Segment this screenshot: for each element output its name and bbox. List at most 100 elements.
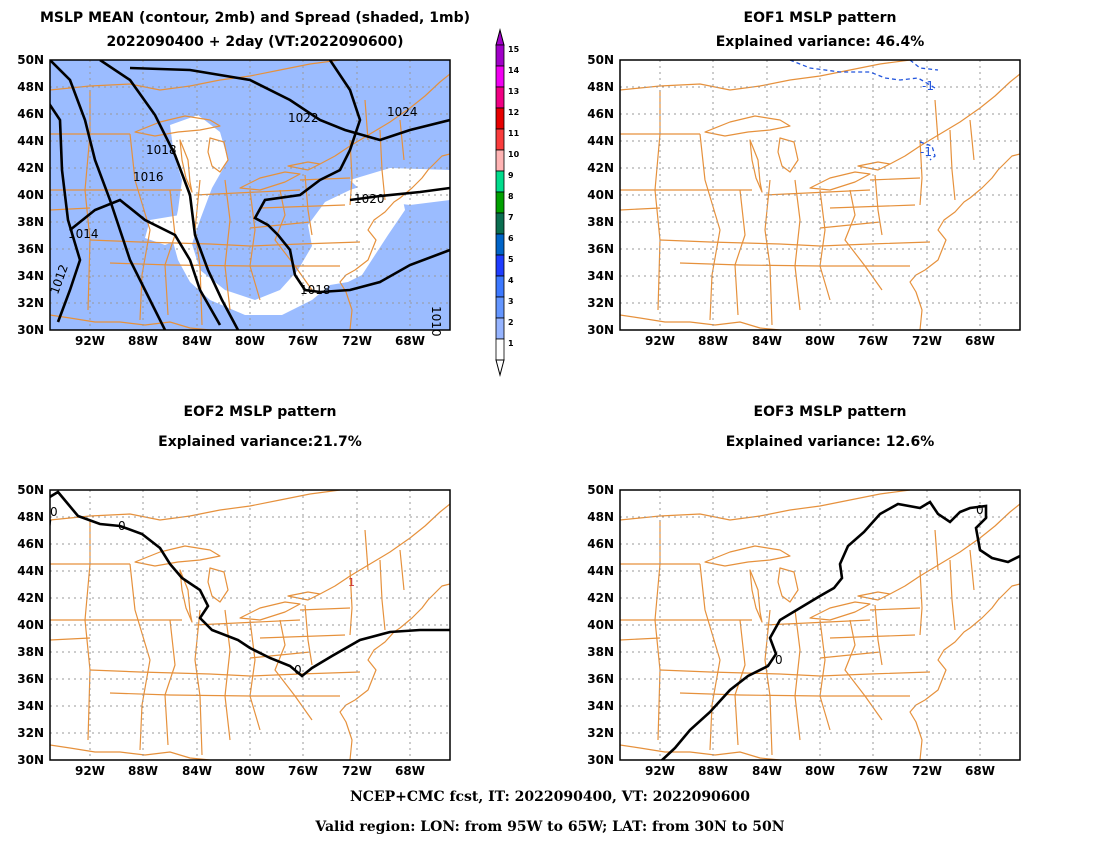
lat-tick-label: 48N [587, 80, 614, 94]
lat-tick-label: 30N [17, 753, 44, 767]
lon-tick-label: 92W [75, 764, 105, 778]
lat-tick-label: 44N [587, 134, 614, 148]
contour-label-1010: 1010 [429, 306, 443, 337]
lat-tick-label: 46N [587, 537, 614, 551]
lon-tick-label: 76W [288, 334, 318, 348]
eof2-label-a: 0 [50, 505, 58, 519]
panel1-title-line1: MSLP MEAN (contour, 2mb) and Spread (sha… [40, 10, 470, 26]
lat-tick-label: 32N [587, 296, 614, 310]
lon-tick-label: 88W [698, 334, 728, 348]
panel2-title-line2: Explained variance: 46.4% [715, 34, 925, 50]
lat-tick-label: 40N [17, 188, 44, 202]
lon-tick-label: 84W [182, 334, 212, 348]
lon-tick-label: 76W [288, 764, 318, 778]
lat-tick-label: 46N [587, 107, 614, 121]
lat-tick-label: 46N [17, 537, 44, 551]
lon-tick-label: 76W [858, 334, 888, 348]
colorbar-swatch [495, 317, 505, 340]
panel3-title-line2: Explained variance:21.7% [158, 434, 362, 450]
lat-tick-label: 48N [17, 510, 44, 524]
lon-tick-label: 80W [235, 764, 265, 778]
lon-tick-label: 80W [805, 334, 835, 348]
lon-tick-label: 76W [858, 764, 888, 778]
lat-tick-label: 50N [17, 53, 44, 67]
lon-tick-label: 72W [342, 334, 372, 348]
lat-tick-label: 42N [587, 591, 614, 605]
lat-tick-label: 40N [587, 188, 614, 202]
spread-colorbar: 15 14 13 12 11 10 9 8 7 6 5 4 3 2 1 [495, 28, 520, 377]
colorbar-swatch [495, 149, 505, 172]
mslp-mean-contours [50, 60, 450, 330]
colorbar-label: 2 [508, 318, 514, 327]
colorbar-swatch [495, 338, 505, 361]
eof2-label-b: 0 [118, 519, 126, 533]
eof2-label-c: 0 [294, 663, 302, 677]
contour-label-1018: 1018 [146, 143, 177, 157]
eof3-label-a: 0 [775, 653, 783, 667]
lon-tick-label: 72W [912, 334, 942, 348]
lat-tick-label: 48N [17, 80, 44, 94]
contour-label-1022: 1022 [288, 111, 319, 125]
lon-tick-label: 92W [75, 334, 105, 348]
colorbar-label: 15 [508, 45, 520, 54]
colorbar-swatch [495, 128, 505, 151]
colorbar-swatch [495, 65, 505, 88]
lat-tick-label: 42N [17, 161, 44, 175]
lon-tick-label: 68W [965, 764, 995, 778]
colorbar-label: 13 [508, 87, 519, 96]
lat-tick-label: 36N [587, 242, 614, 256]
colorbar-swatch [495, 170, 505, 193]
lat-tick-label: 36N [17, 242, 44, 256]
lat-tick-label: 40N [17, 618, 44, 632]
panel4-map: 0 0 [619, 489, 1021, 761]
lat-tick-label: 30N [587, 323, 614, 337]
colorbar-swatch [495, 191, 505, 214]
eof2-zero-contour [50, 490, 450, 678]
lat-tick-label: 42N [17, 591, 44, 605]
lon-tick-label: 68W [965, 334, 995, 348]
colorbar-label: 7 [508, 213, 514, 222]
colorbar-label: 12 [508, 108, 519, 117]
lon-tick-label: 84W [182, 764, 212, 778]
colorbar-swatch [495, 275, 505, 298]
axis-labels: 50N 48N 46N 44N 42N 40N 38N 36N 34N 32N 30N 92W 88W 8… [17, 53, 995, 778]
panel2-map: -1 -1 [619, 59, 1021, 331]
panel2-title-line1: EOF1 MSLP pattern [743, 10, 897, 26]
colorbar-label: 6 [508, 234, 514, 243]
lat-tick-label: 34N [17, 699, 44, 713]
colorbar-label: 14 [508, 66, 520, 75]
footer-line2: Valid region: LON: from 95W to 65W; LAT:… [315, 819, 785, 835]
lon-tick-label: 88W [128, 334, 158, 348]
lon-tick-label: 80W [805, 764, 835, 778]
lat-tick-label: 32N [17, 296, 44, 310]
panel4-title-line1: EOF3 MSLP pattern [753, 404, 907, 420]
panel3-title-line1: EOF2 MSLP pattern [183, 404, 337, 420]
contour-label-1020: 1020 [354, 192, 385, 206]
lat-tick-label: 34N [587, 699, 614, 713]
lon-tick-label: 92W [645, 764, 675, 778]
contour-label-1018b: 1018 [300, 283, 331, 297]
lon-tick-label: 72W [912, 764, 942, 778]
colorbar-swatch [495, 233, 505, 256]
lat-tick-label: 38N [17, 645, 44, 659]
colorbar-label: 4 [508, 276, 514, 285]
lat-tick-label: 32N [17, 726, 44, 740]
lon-tick-label: 68W [395, 334, 425, 348]
colorbar-label: 9 [508, 171, 514, 180]
lat-tick-label: 42N [587, 161, 614, 175]
lat-tick-label: 32N [587, 726, 614, 740]
lat-tick-label: 34N [587, 269, 614, 283]
lat-tick-label: 44N [17, 134, 44, 148]
eof3-zero-contour [660, 500, 1020, 760]
lon-tick-label: 68W [395, 764, 425, 778]
colorbar-label: 5 [508, 255, 514, 264]
lon-tick-label: 80W [235, 334, 265, 348]
lon-tick-label: 84W [752, 764, 782, 778]
colorbar-label: 3 [508, 297, 514, 306]
lat-tick-label: 40N [587, 618, 614, 632]
panel1-title-line2: 2022090400 + 2day (VT:2022090600) [106, 34, 404, 50]
panel1-map: 1022 1024 1018 1016 1020 1014 1018 1012 … [47, 59, 451, 337]
contour-label-1024: 1024 [387, 105, 418, 119]
eof1-negative-contour [789, 60, 936, 89]
colorbar-label: 11 [508, 129, 520, 138]
